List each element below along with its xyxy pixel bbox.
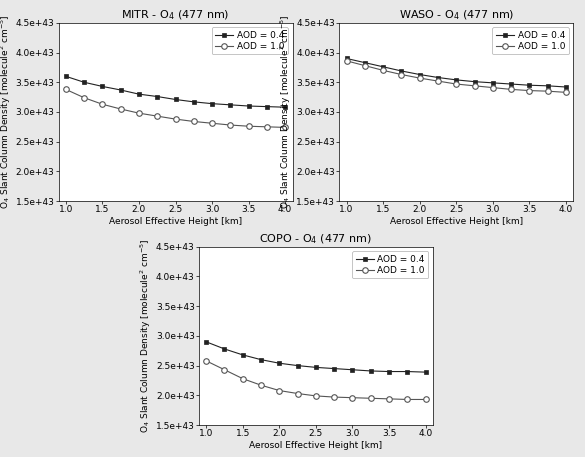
AOD = 1.0 — [117, 106, 124, 112]
Title: WASO - O$_4$ (477 nm): WASO - O$_4$ (477 nm) — [398, 9, 514, 22]
AOD = 0.4 — [208, 101, 215, 106]
AOD = 1.0 — [203, 358, 210, 364]
AOD = 0.4 — [276, 361, 283, 366]
AOD = 0.4 — [367, 368, 374, 374]
AOD = 0.4 — [263, 104, 270, 109]
AOD = 1.0 — [312, 393, 319, 399]
AOD = 0.4 — [245, 103, 252, 109]
AOD = 1.0 — [276, 388, 283, 393]
AOD = 0.4 — [135, 91, 143, 97]
AOD = 0.4 — [227, 102, 234, 107]
AOD = 0.4 — [453, 77, 460, 83]
AOD = 0.4 — [190, 99, 197, 105]
Y-axis label: O$_4$ Slant Column Density [molecule$^2$ cm$^{-5}$]: O$_4$ Slant Column Density [molecule$^2$… — [0, 15, 13, 209]
AOD = 1.0 — [362, 63, 369, 69]
Line: AOD = 1.0: AOD = 1.0 — [63, 87, 288, 130]
AOD = 0.4 — [562, 84, 569, 90]
AOD = 0.4 — [282, 105, 289, 110]
AOD = 1.0 — [282, 125, 289, 130]
X-axis label: Aerosol Effective Height [km]: Aerosol Effective Height [km] — [109, 217, 242, 226]
AOD = 0.4 — [435, 75, 442, 80]
AOD = 0.4 — [362, 60, 369, 65]
Legend: AOD = 0.4, AOD = 1.0: AOD = 0.4, AOD = 1.0 — [212, 27, 288, 54]
Line: AOD = 0.4: AOD = 0.4 — [64, 74, 287, 109]
AOD = 1.0 — [81, 95, 88, 101]
AOD = 0.4 — [62, 74, 70, 79]
AOD = 1.0 — [99, 101, 106, 107]
AOD = 0.4 — [343, 56, 350, 61]
AOD = 1.0 — [508, 87, 515, 92]
AOD = 0.4 — [349, 367, 356, 372]
Line: AOD = 1.0: AOD = 1.0 — [344, 58, 569, 95]
AOD = 0.4 — [398, 68, 405, 74]
Title: MITR - O$_4$ (477 nm): MITR - O$_4$ (477 nm) — [121, 9, 230, 22]
AOD = 1.0 — [526, 88, 533, 93]
AOD = 1.0 — [239, 376, 246, 382]
AOD = 1.0 — [257, 383, 264, 388]
AOD = 0.4 — [117, 87, 124, 93]
AOD = 0.4 — [239, 352, 246, 358]
AOD = 1.0 — [544, 89, 551, 94]
AOD = 1.0 — [227, 122, 234, 128]
AOD = 1.0 — [404, 397, 411, 402]
AOD = 0.4 — [99, 84, 106, 89]
AOD = 1.0 — [380, 68, 387, 73]
AOD = 1.0 — [221, 367, 228, 372]
AOD = 0.4 — [416, 72, 423, 77]
Y-axis label: O$_4$ Slant Column Density [molecule$^2$ cm$^{-5}$]: O$_4$ Slant Column Density [molecule$^2$… — [139, 239, 153, 433]
AOD = 1.0 — [135, 111, 143, 116]
AOD = 1.0 — [172, 117, 179, 122]
X-axis label: Aerosol Effective Height [km]: Aerosol Effective Height [km] — [249, 441, 383, 450]
AOD = 0.4 — [221, 346, 228, 352]
AOD = 1.0 — [331, 394, 338, 400]
Line: AOD = 0.4: AOD = 0.4 — [204, 340, 428, 374]
AOD = 0.4 — [203, 339, 210, 345]
AOD = 0.4 — [489, 80, 496, 85]
AOD = 1.0 — [349, 395, 356, 400]
X-axis label: Aerosol Effective Height [km]: Aerosol Effective Height [km] — [390, 217, 523, 226]
AOD = 1.0 — [343, 58, 350, 64]
AOD = 0.4 — [81, 80, 88, 85]
AOD = 0.4 — [172, 97, 179, 102]
AOD = 1.0 — [62, 87, 70, 92]
AOD = 1.0 — [154, 113, 161, 119]
AOD = 1.0 — [367, 396, 374, 401]
AOD = 0.4 — [380, 64, 387, 69]
Line: AOD = 1.0: AOD = 1.0 — [204, 358, 428, 402]
AOD = 1.0 — [263, 124, 270, 130]
AOD = 0.4 — [422, 369, 429, 375]
AOD = 0.4 — [386, 369, 393, 374]
AOD = 0.4 — [331, 366, 338, 372]
AOD = 0.4 — [544, 83, 551, 89]
AOD = 0.4 — [404, 369, 411, 374]
AOD = 1.0 — [416, 75, 423, 81]
AOD = 1.0 — [471, 83, 478, 89]
AOD = 0.4 — [294, 363, 301, 368]
AOD = 1.0 — [398, 72, 405, 77]
AOD = 1.0 — [562, 90, 569, 95]
Title: COPO - O$_4$ (477 nm): COPO - O$_4$ (477 nm) — [259, 233, 373, 246]
AOD = 0.4 — [312, 365, 319, 370]
AOD = 0.4 — [154, 94, 161, 99]
AOD = 1.0 — [208, 121, 215, 126]
AOD = 1.0 — [422, 397, 429, 402]
AOD = 1.0 — [190, 119, 197, 124]
Legend: AOD = 0.4, AOD = 1.0: AOD = 0.4, AOD = 1.0 — [493, 27, 569, 54]
Line: AOD = 0.4: AOD = 0.4 — [345, 56, 568, 89]
Legend: AOD = 0.4, AOD = 1.0: AOD = 0.4, AOD = 1.0 — [352, 251, 428, 278]
AOD = 1.0 — [489, 85, 496, 90]
AOD = 0.4 — [257, 357, 264, 362]
AOD = 0.4 — [526, 82, 533, 88]
AOD = 0.4 — [471, 79, 478, 85]
AOD = 1.0 — [435, 78, 442, 84]
AOD = 1.0 — [294, 391, 301, 396]
AOD = 0.4 — [508, 81, 515, 87]
AOD = 1.0 — [386, 396, 393, 402]
AOD = 1.0 — [453, 81, 460, 87]
AOD = 1.0 — [245, 123, 252, 129]
Y-axis label: O$_4$ Slant Column Density [molecule$^2$ cm$^{-5}$]: O$_4$ Slant Column Density [molecule$^2$… — [279, 15, 294, 209]
